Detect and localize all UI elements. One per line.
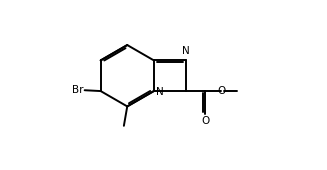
Text: N: N (182, 46, 190, 56)
Text: N: N (156, 87, 164, 97)
Text: Br: Br (72, 85, 84, 95)
Text: O: O (201, 116, 210, 126)
Text: O: O (217, 86, 226, 96)
